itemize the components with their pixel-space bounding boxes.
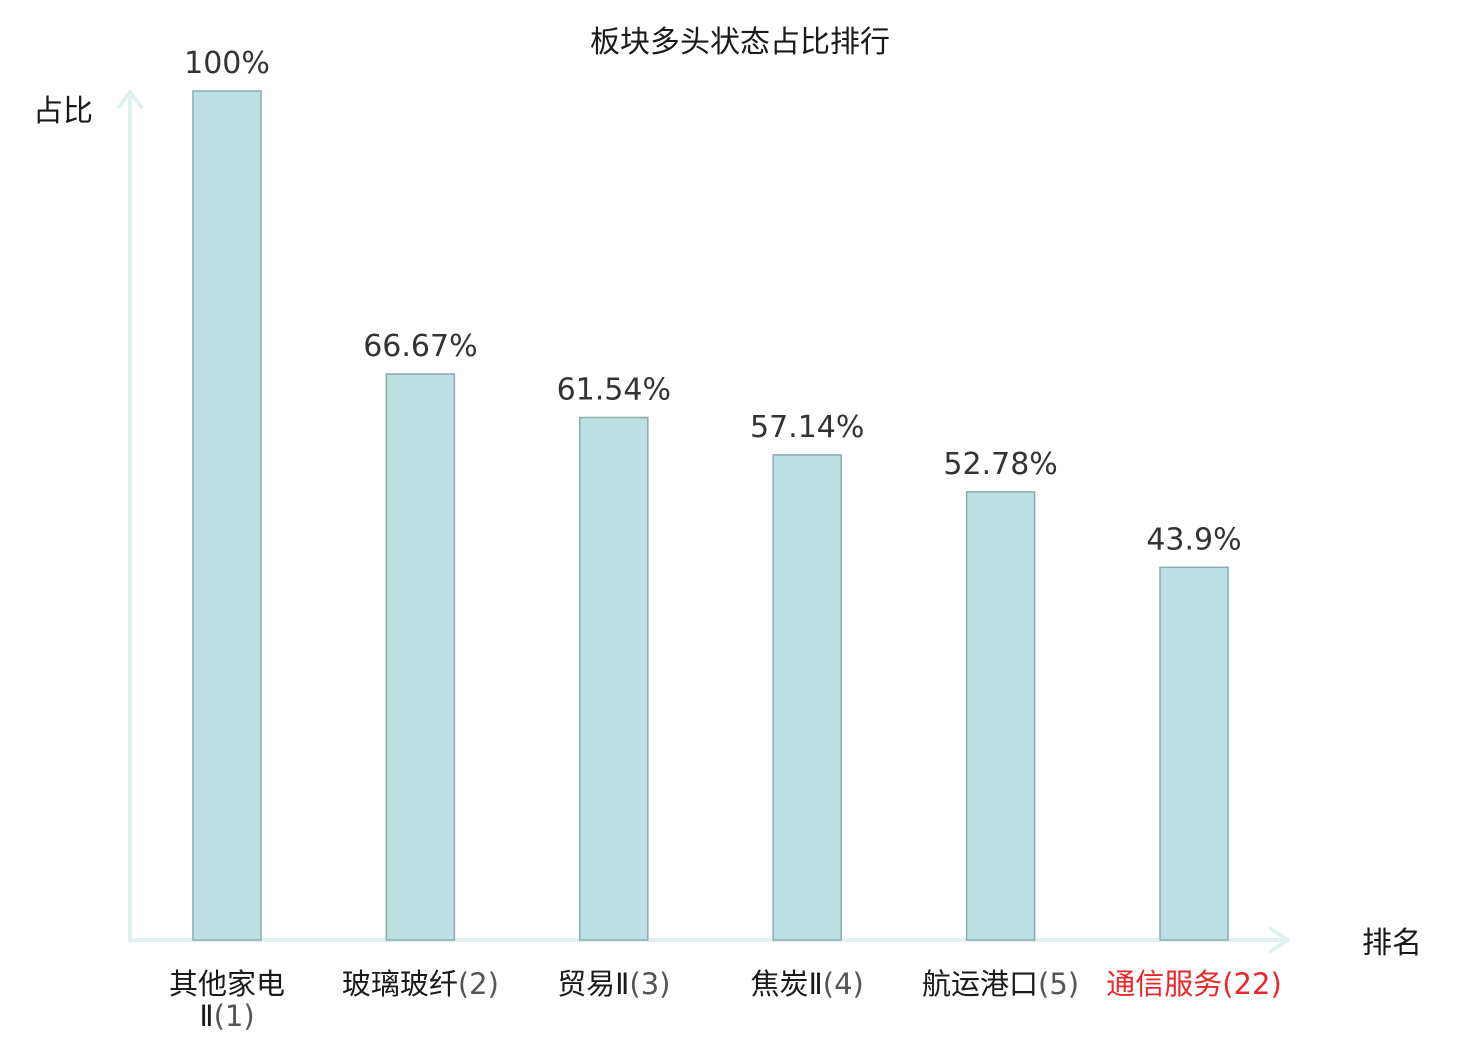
- bars-group: [192, 90, 1229, 941]
- category-rank: (2): [458, 967, 499, 1001]
- category-name: 通信服务: [1106, 967, 1222, 1001]
- bar: [192, 90, 262, 941]
- category-label: 其他家电 Ⅱ(1): [169, 967, 285, 1033]
- bar-value-label: 52.78%: [943, 447, 1057, 482]
- y-axis-arrow: [117, 90, 143, 109]
- bar: [579, 416, 649, 941]
- category-label: 航运港口(5): [922, 967, 1079, 1001]
- category-rank: (1): [214, 999, 255, 1033]
- bar-value-label: 57.14%: [750, 410, 864, 445]
- bar-value-label: 66.67%: [363, 329, 477, 364]
- category-name: 焦炭Ⅱ: [751, 967, 823, 1001]
- bar-value-label: 43.9%: [1146, 522, 1241, 557]
- category-name: 其他家电: [169, 967, 285, 1001]
- bar-value-label: 100%: [184, 46, 270, 81]
- category-rank: (3): [629, 967, 670, 1001]
- chart-title: 板块多头状态占比排行: [590, 25, 890, 60]
- x-axis-arrow: [1269, 927, 1290, 953]
- category-name: 贸易Ⅱ: [557, 967, 629, 1001]
- category-name: 航运港口: [922, 967, 1038, 1001]
- category-rank: (22): [1222, 967, 1282, 1001]
- bar: [772, 454, 842, 941]
- bar: [965, 491, 1036, 941]
- category-name: 玻璃玻纤: [342, 967, 458, 1001]
- axes: [117, 90, 1290, 953]
- value-labels-group: 100% 66.67% 61.54% 57.14% 52.78% 43.9%: [184, 46, 1242, 557]
- category-label: 贸易Ⅱ(3): [557, 967, 670, 1001]
- y-axis-title: 占比: [33, 94, 93, 129]
- bar-value-label: 61.54%: [557, 373, 671, 408]
- category-rank: (5): [1038, 967, 1079, 1001]
- bar: [385, 373, 456, 941]
- category-labels-group: 其他家电 Ⅱ(1)玻璃玻纤(2) 贸易Ⅱ(3) 焦炭Ⅱ(4) 航运港口(5) 通信服务(2…: [169, 967, 1282, 1033]
- category-name-tail: Ⅱ: [199, 999, 213, 1033]
- category-label: 通信服务(22): [1106, 967, 1282, 1001]
- bar: [1159, 566, 1229, 941]
- category-label: 焦炭Ⅱ(4): [751, 967, 864, 1001]
- category-label: 玻璃玻纤(2): [342, 967, 499, 1001]
- x-axis-title: 排名: [1362, 926, 1422, 961]
- category-rank: (4): [823, 967, 864, 1001]
